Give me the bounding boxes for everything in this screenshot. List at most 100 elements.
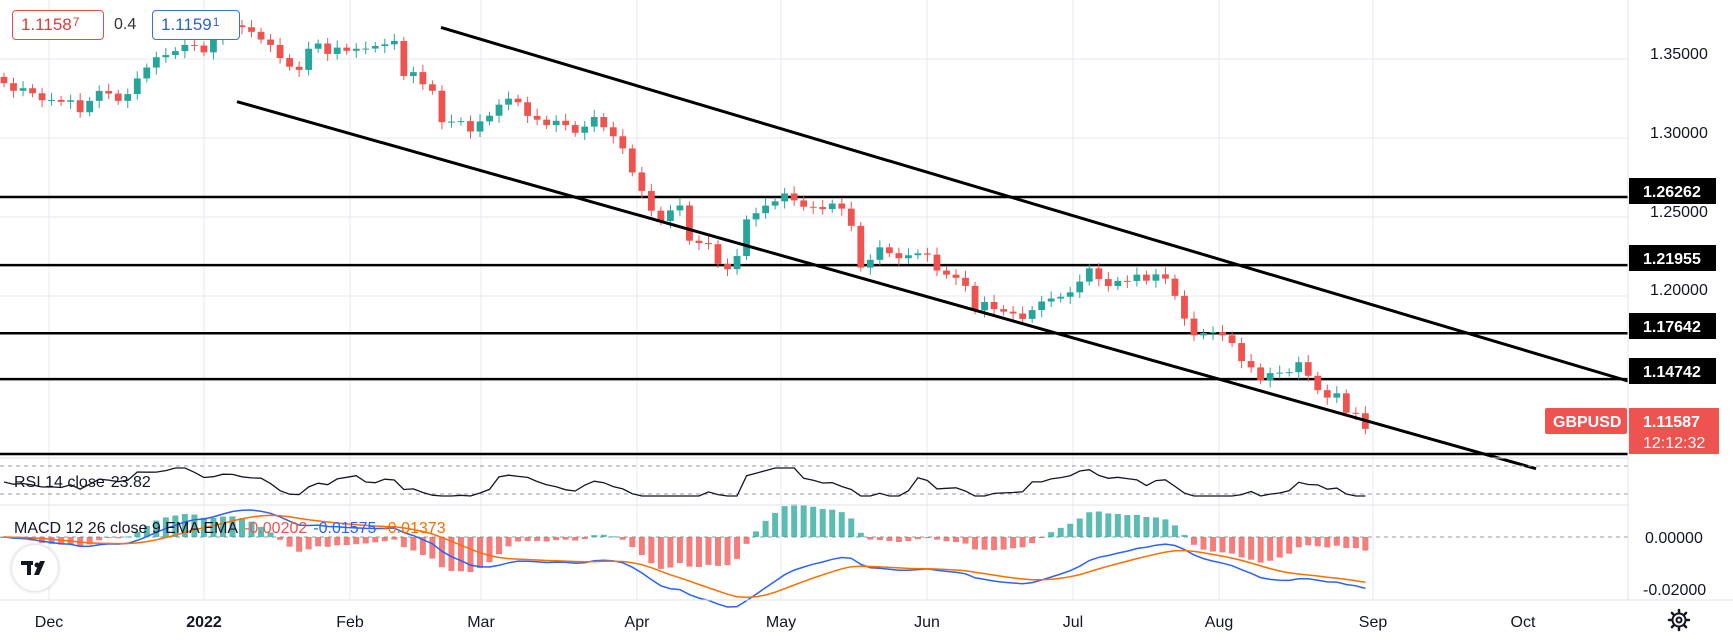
candle-body bbox=[1171, 278, 1179, 296]
candle-body bbox=[781, 193, 789, 202]
tradingview-logo-icon[interactable] bbox=[12, 545, 58, 591]
rsi-line bbox=[3, 467, 1366, 497]
macd-histogram-bar bbox=[1276, 537, 1283, 558]
candle-body bbox=[724, 263, 731, 270]
macd-histogram-bar bbox=[134, 531, 141, 537]
macd-histogram-bar bbox=[848, 518, 855, 537]
candle-body bbox=[581, 126, 589, 133]
buy-price-pip: 1 bbox=[212, 15, 220, 29]
macd-histogram-bar bbox=[781, 506, 788, 537]
macd-histogram-bar bbox=[343, 537, 350, 546]
candle-body bbox=[847, 208, 855, 226]
candle-body bbox=[590, 116, 598, 127]
candle-body bbox=[743, 219, 750, 257]
time-axis[interactable]: Dec 2022 Feb Mar Apr May Jun Jul Aug Sep… bbox=[35, 614, 1536, 631]
sell-price-box[interactable]: 1.11587 bbox=[12, 10, 104, 40]
candle-body bbox=[714, 244, 722, 264]
candle-body bbox=[962, 277, 969, 286]
time-tick: 2022 bbox=[186, 614, 222, 631]
time-tick: Sep bbox=[1359, 614, 1388, 631]
candle-body bbox=[686, 205, 693, 241]
macd-legend[interactable]: MACD 12 26 close 9 EMA EMA -0.00202 -0.015… bbox=[14, 520, 452, 538]
macd-histogram-bar bbox=[162, 517, 169, 537]
price-axis[interactable]: 1.35000 1.30000 1.25000 1.20000 bbox=[1650, 46, 1708, 299]
candle-body bbox=[990, 302, 998, 310]
candle-body bbox=[457, 121, 465, 123]
macd-histogram-bar bbox=[210, 517, 217, 537]
candle-body bbox=[857, 225, 865, 268]
macd-histogram-bar bbox=[867, 537, 874, 540]
candle-body bbox=[1057, 296, 1065, 299]
candle-body bbox=[914, 253, 922, 256]
macd-histogram-bar bbox=[1248, 537, 1255, 560]
spread-value: 0.4 bbox=[114, 16, 137, 33]
candle-body bbox=[314, 43, 322, 49]
candle-body bbox=[343, 47, 351, 51]
candle-body bbox=[1200, 332, 1207, 336]
candle-body bbox=[1295, 362, 1303, 373]
macd-hist-value: -0.00202 bbox=[244, 520, 308, 537]
macd-histogram-bar bbox=[819, 508, 826, 537]
macd-histogram-bar bbox=[1162, 519, 1169, 537]
level-label: 1.21955 bbox=[1643, 251, 1701, 268]
macd-histogram-bar bbox=[524, 537, 531, 541]
candle-body bbox=[971, 285, 979, 311]
buy-price-box[interactable]: 1.11591 bbox=[152, 10, 240, 40]
time-tick: Oct bbox=[1511, 614, 1536, 631]
candle-body bbox=[905, 255, 912, 259]
macd-histogram-bar bbox=[1086, 512, 1093, 537]
candle-body bbox=[1209, 332, 1217, 334]
macd-histogram-bar bbox=[153, 520, 160, 537]
rsi-value: 23.82 bbox=[110, 474, 151, 491]
candle-body bbox=[400, 40, 408, 77]
candle-body bbox=[238, 25, 246, 28]
candle-body bbox=[38, 93, 46, 101]
macd-histogram-bar bbox=[353, 537, 360, 545]
candle-body bbox=[467, 121, 474, 132]
candle-body bbox=[429, 84, 436, 91]
macd-histogram-bar bbox=[296, 537, 303, 552]
candle-body bbox=[0, 76, 8, 84]
macd-histogram-bar bbox=[1105, 513, 1112, 537]
macd-histogram-bar bbox=[448, 537, 455, 571]
candle-body bbox=[200, 45, 208, 53]
candle-body bbox=[67, 100, 75, 102]
macd-histogram-bar bbox=[315, 537, 322, 547]
macd-histogram-bar bbox=[715, 537, 721, 566]
macd-histogram-bar bbox=[267, 532, 274, 537]
macd-histogram-bar bbox=[991, 537, 998, 551]
candle-body bbox=[181, 44, 189, 52]
macd-histogram-bar bbox=[772, 512, 779, 537]
macd-histogram-bar bbox=[505, 537, 512, 547]
macd-histogram-bar bbox=[1210, 537, 1217, 552]
candle-body bbox=[552, 120, 560, 126]
candle-body bbox=[1143, 274, 1150, 281]
candle-body bbox=[943, 270, 950, 275]
macd-histogram-bar bbox=[1114, 513, 1121, 537]
macd-label: MACD 12 26 close 9 EMA EMA bbox=[14, 520, 239, 537]
gear-icon[interactable] bbox=[1667, 608, 1691, 632]
macd-histogram-bar bbox=[1171, 525, 1178, 537]
candle-body bbox=[171, 51, 179, 56]
candle-body bbox=[248, 27, 255, 32]
macd-histogram-bar bbox=[1076, 518, 1083, 537]
macd-histogram-bar bbox=[676, 537, 683, 564]
price-tick: 1.30000 bbox=[1650, 125, 1708, 142]
macd-histogram-bar bbox=[324, 537, 331, 547]
candle-body bbox=[562, 120, 570, 126]
macd-histogram-bar bbox=[467, 537, 474, 573]
macd-histogram-bar bbox=[96, 537, 103, 541]
macd-histogram-bar bbox=[362, 537, 369, 544]
macd-histogram-bar bbox=[619, 537, 626, 540]
macd-line-value: -0.01575 bbox=[313, 520, 377, 537]
candle-body bbox=[95, 90, 103, 101]
candle-body bbox=[152, 57, 160, 68]
macd-histogram-bar bbox=[1010, 537, 1017, 549]
macd-histogram-bar bbox=[838, 512, 845, 537]
sell-price: 1.1158 bbox=[21, 15, 72, 34]
candle-body bbox=[438, 90, 446, 123]
rsi-legend[interactable]: RSI 14 close 23.82 bbox=[14, 474, 157, 492]
candle-body bbox=[86, 100, 94, 113]
candle-body bbox=[762, 205, 769, 214]
